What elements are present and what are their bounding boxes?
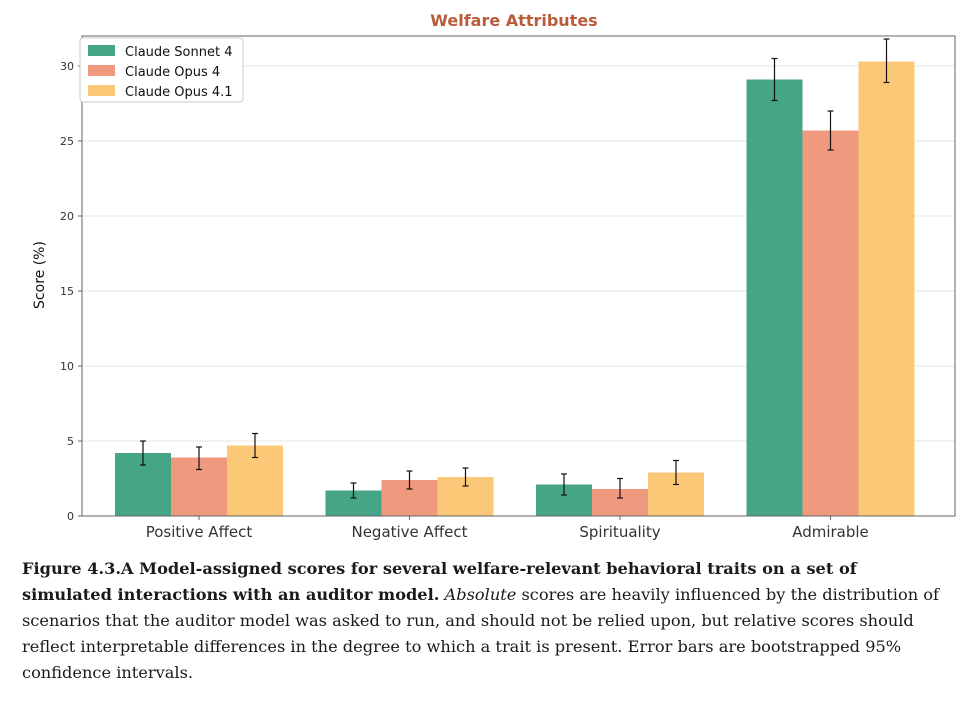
y-tick-label: 0 (67, 510, 74, 523)
legend-swatch (88, 45, 115, 56)
figure-caption: Figure 4.3.A Model-assigned scores for s… (22, 556, 952, 686)
legend: Claude Sonnet 4 Claude Opus 4 Claude Opus … (79, 37, 244, 103)
caption-bold: Figure 4.3.A Model-assigned scores for s… (22, 559, 857, 604)
legend-swatch (88, 65, 115, 76)
legend-label: Claude Opus 4.1 (125, 85, 233, 100)
y-tick-label: 30 (60, 60, 74, 73)
legend-label: Claude Opus 4 (125, 65, 220, 80)
bar-chart: Welfare Attributes Score (%) 0 5 10 15 20 25 3… (32, 11, 956, 541)
legend-box (79, 37, 244, 103)
x-tick-label: Negative Affect (351, 523, 467, 541)
y-tick-label: 20 (60, 210, 74, 223)
legend-label: Claude Sonnet 4 (125, 45, 232, 60)
legend-swatch (88, 85, 115, 96)
bar (746, 79, 803, 516)
x-tick-label: Positive Affect (146, 523, 253, 541)
y-tick-label: 5 (67, 435, 74, 448)
chart-title: Welfare Attributes (430, 11, 597, 30)
y-axis-label: Score (%) (32, 241, 48, 309)
y-tick-label: 15 (60, 285, 74, 298)
plot-frame (81, 35, 956, 517)
bar (802, 130, 859, 516)
bar (858, 61, 915, 516)
caption-text: scores are heavily influenced by the dis… (22, 585, 940, 682)
x-tick-label: Admirable (792, 523, 869, 541)
x-tick-label: Spirituality (579, 523, 660, 541)
y-tick-label: 10 (60, 360, 74, 373)
y-tick-label: 25 (60, 135, 74, 148)
caption-italic: Absolute (444, 585, 517, 604)
